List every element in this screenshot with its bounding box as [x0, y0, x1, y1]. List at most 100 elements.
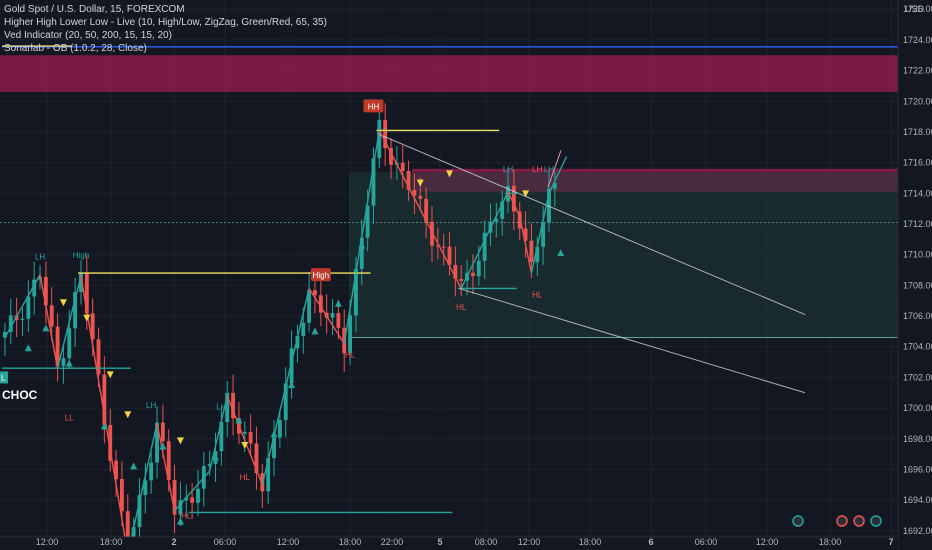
candle-body[interactable]	[20, 318, 25, 320]
event-icon[interactable]	[853, 515, 865, 527]
candle-body[interactable]	[114, 460, 118, 480]
candle-body[interactable]	[418, 195, 423, 199]
candle-body[interactable]	[529, 240, 534, 263]
candle-body[interactable]	[354, 268, 358, 316]
candle-body[interactable]	[459, 278, 464, 281]
candle-body[interactable]	[73, 291, 78, 329]
candle-body[interactable]	[389, 148, 393, 165]
candle-body[interactable]	[55, 326, 60, 367]
candle-body[interactable]	[435, 245, 440, 247]
candle-body[interactable]	[313, 290, 317, 296]
candle-body[interactable]	[541, 222, 546, 247]
candle-body[interactable]	[166, 441, 171, 481]
candle-body[interactable]	[511, 185, 516, 212]
candle-body[interactable]	[424, 198, 429, 222]
candle-body[interactable]	[137, 495, 142, 528]
candle-body[interactable]	[125, 511, 130, 550]
candle-body[interactable]	[277, 419, 282, 438]
candle-body[interactable]	[84, 273, 89, 314]
candle-body[interactable]	[377, 120, 382, 159]
candle-body[interactable]	[184, 497, 189, 501]
candle-body[interactable]	[79, 273, 83, 292]
candle-body[interactable]	[178, 500, 183, 515]
candle-body[interactable]	[552, 183, 557, 189]
candle-body[interactable]	[482, 232, 487, 261]
candle-body[interactable]	[348, 315, 352, 354]
candle-body[interactable]	[143, 480, 148, 496]
event-icon[interactable]	[836, 515, 848, 527]
candle-body[interactable]	[547, 188, 551, 223]
candle-body[interactable]	[371, 158, 376, 206]
candle-body[interactable]	[254, 443, 259, 474]
candle-body[interactable]	[359, 237, 364, 269]
candle-body[interactable]	[400, 162, 405, 171]
trendline-upper	[376, 133, 806, 315]
pivot-label: HL	[532, 291, 543, 300]
candle-body[interactable]	[196, 488, 200, 503]
candle-body[interactable]	[172, 480, 177, 515]
up-signal-marker	[65, 359, 73, 367]
candle-body[interactable]	[26, 296, 31, 319]
zigzag-segment	[378, 130, 462, 289]
candle-body[interactable]	[272, 437, 276, 459]
candle-body[interactable]	[49, 305, 54, 327]
candle-body[interactable]	[453, 264, 458, 279]
candle-body[interactable]	[266, 458, 271, 492]
candle-body[interactable]	[301, 322, 306, 337]
candle-body[interactable]	[406, 170, 411, 190]
candle-body[interactable]	[295, 336, 300, 349]
candle-body[interactable]	[61, 358, 66, 367]
candle-body[interactable]	[160, 422, 165, 442]
candle-body[interactable]	[336, 313, 341, 328]
candle-body[interactable]	[476, 260, 481, 277]
time-axis[interactable]: 12:00 18:00 2 06:00 12:00 18:00 22:00 5 08:00 12:…	[0, 536, 898, 550]
candle-body[interactable]	[207, 463, 212, 467]
candle-body[interactable]	[248, 431, 253, 444]
candle-body[interactable]	[289, 348, 294, 384]
candle-body[interactable]	[318, 295, 323, 313]
candle-body[interactable]	[32, 279, 37, 297]
candle-body[interactable]	[108, 424, 113, 461]
candle-body[interactable]	[447, 246, 452, 265]
candle-body[interactable]	[494, 218, 499, 222]
candle-body[interactable]	[383, 120, 388, 149]
indicator-hhll[interactable]: Higher High Lower Low - Live (10, High/L…	[4, 17, 327, 28]
zigzag-line	[4, 130, 568, 550]
candle-body[interactable]	[365, 205, 370, 238]
event-icon[interactable]	[870, 515, 882, 527]
candle-body[interactable]	[242, 431, 247, 434]
candle-body[interactable]	[225, 392, 230, 423]
candle-body[interactable]	[96, 339, 101, 375]
candle-body[interactable]	[102, 374, 107, 425]
candle-body[interactable]	[8, 315, 13, 333]
zigzag-segment	[208, 395, 228, 472]
candle-body[interactable]	[90, 313, 95, 340]
candle-body[interactable]	[535, 246, 540, 263]
candle-body[interactable]	[231, 392, 235, 419]
candle-body[interactable]	[219, 422, 224, 452]
candle-body[interactable]	[120, 479, 124, 512]
candle-body[interactable]	[430, 221, 434, 246]
candle-body[interactable]	[3, 332, 7, 338]
candle-body[interactable]	[330, 313, 335, 318]
candle-body[interactable]	[283, 383, 288, 420]
symbol-title[interactable]: Gold Spot / U.S. Dollar, 15, FOREXCOM	[4, 4, 185, 15]
candle-body[interactable]	[190, 497, 195, 503]
candle-body[interactable]	[149, 462, 154, 481]
indicator-sonarlab[interactable]: Sonarlab - OB (1.0.2, 28, Close)	[4, 43, 147, 54]
indicator-ved[interactable]: Ved Indicator (20, 50, 200, 15, 15, 20)	[4, 30, 172, 41]
candle-body[interactable]	[155, 422, 159, 463]
candle-body[interactable]	[523, 228, 528, 241]
candle-body[interactable]	[441, 246, 446, 248]
candle-body[interactable]	[307, 290, 312, 323]
candle-body[interactable]	[471, 272, 475, 277]
candle-body[interactable]	[67, 328, 72, 359]
price-axis[interactable]: USD 1692.00 1694.00 1696.00 1698.00 1700.00 17…	[897, 0, 932, 550]
event-icon[interactable]	[792, 515, 804, 527]
candle-body[interactable]	[412, 189, 417, 196]
candle-body[interactable]	[517, 211, 522, 229]
candle-body[interactable]	[500, 201, 505, 219]
candle-body[interactable]	[43, 276, 48, 306]
